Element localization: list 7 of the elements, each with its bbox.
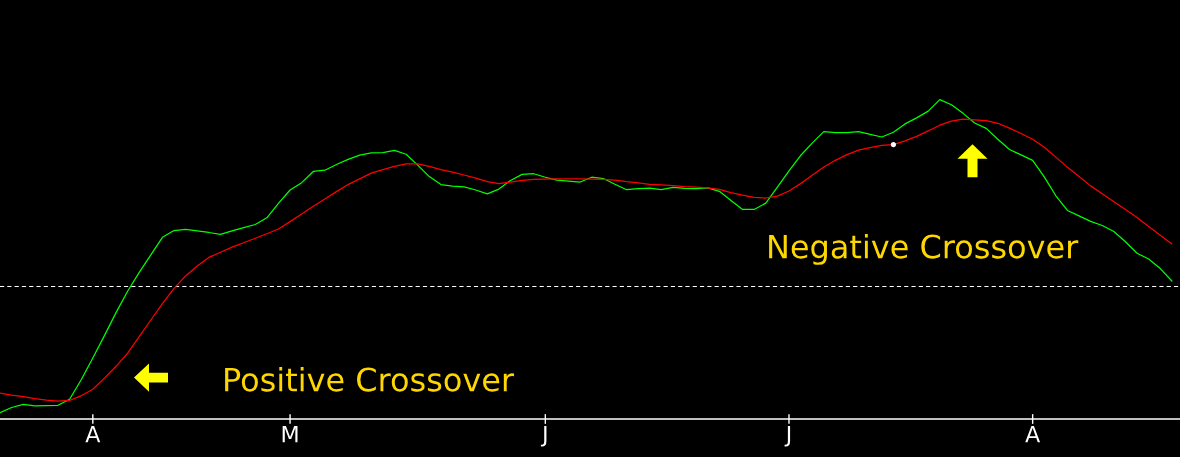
x-tick-label: A: [85, 425, 101, 443]
x-tick-label: M: [282, 425, 298, 443]
annotation: Positive Crossover: [225, 366, 515, 392]
x-tick-label: A: [1025, 425, 1041, 443]
x-tick-label: J: [784, 425, 791, 447]
annotation: Negative Crossover: [769, 233, 1079, 265]
x-tick-label: J: [540, 425, 547, 447]
